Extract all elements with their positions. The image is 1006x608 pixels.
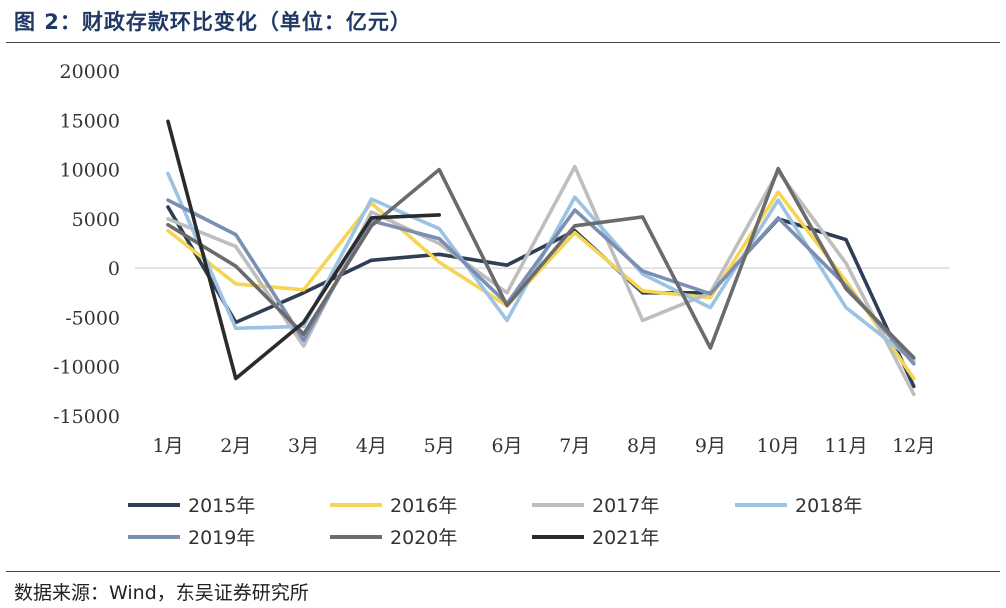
legend-label: 2018年 [795,495,862,517]
series-line-2020年 [166,166,916,360]
x-tick-label: 8月 [627,435,658,457]
y-tick-label: -10000 [53,357,120,379]
legend: 2015年 2016年 2017年 2018年 2019年 2020年 2021年 [128,495,862,549]
y-tick-label: 15000 [60,110,120,132]
legend-label: 2016年 [390,495,457,517]
y-tick-label: 5000 [72,209,120,231]
y-tick-label: 20000 [60,61,120,83]
y-tick-label: 0 [108,258,120,280]
bottom-divider [6,571,1000,572]
y-axis-ticks: 20000 15000 10000 5000 0 -5000 -10000 -15000 [53,61,120,428]
legend-label: 2017年 [592,495,659,517]
x-tick-label: 1月 [152,435,183,457]
top-divider [6,42,1000,43]
x-tick-label: 7月 [559,435,590,457]
source-note: 数据来源：Wind，东吴证券研究所 [14,582,309,604]
x-tick-label: 6月 [491,435,522,457]
x-tick-label: 4月 [356,435,387,457]
legend-label: 2015年 [188,495,255,517]
x-tick-label: 11月 [824,435,867,457]
x-tick-label: 12月 [892,435,935,457]
x-axis-ticks: 1月 2月 3月 4月 5月 6月 7月 8月 9月 10月 11月 12月 [152,435,935,457]
series-line-2015年 [166,205,916,389]
x-tick-label: 3月 [288,435,319,457]
legend-label: 2020年 [390,527,457,549]
page-title: 图 2：财政存款环比变化（单位：亿元） [14,10,412,34]
y-tick-label: -15000 [53,406,120,428]
series-line-2021年 [166,119,441,381]
series-line-2017年 [166,164,916,397]
series-line-2016年 [166,190,916,381]
legend-label: 2021年 [592,527,659,549]
x-tick-label: 9月 [695,435,726,457]
legend-label: 2019年 [188,527,255,549]
y-tick-label: -5000 [65,307,120,329]
x-tick-label: 10月 [757,435,800,457]
x-tick-label: 5月 [424,435,455,457]
x-tick-label: 2月 [220,435,251,457]
y-tick-label: 10000 [60,160,120,182]
series-lines [166,119,916,397]
